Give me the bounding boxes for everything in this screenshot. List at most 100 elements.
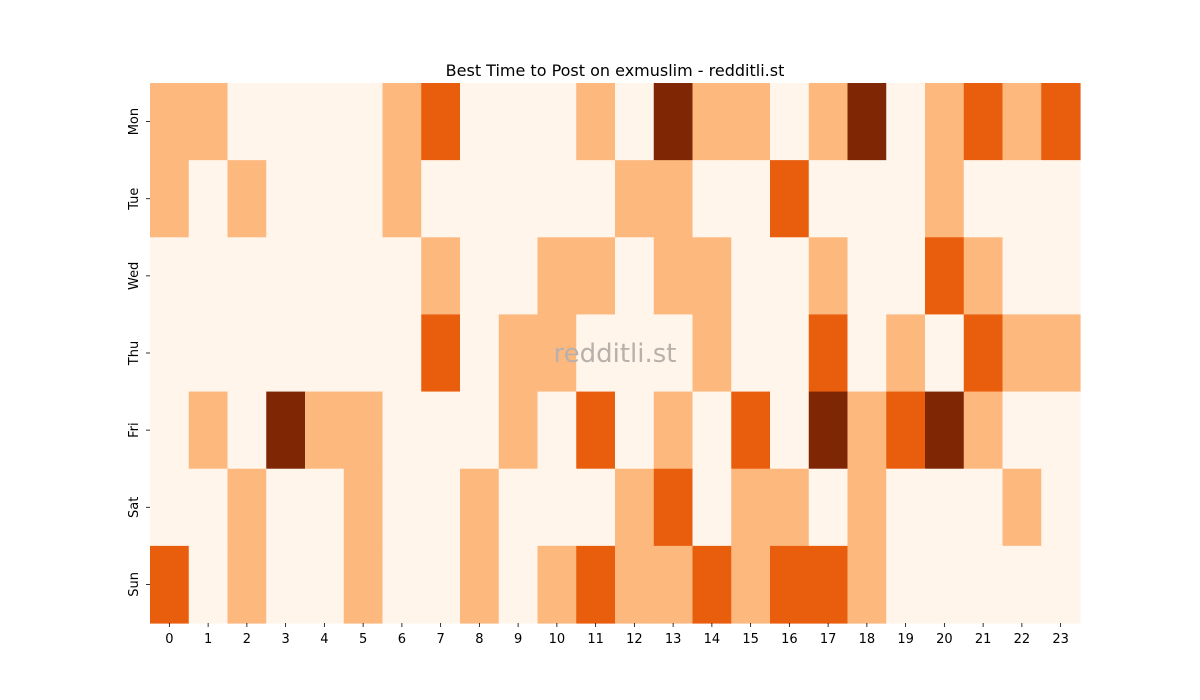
- heatmap-cell-wed-13: [653, 237, 694, 316]
- heatmap-cell-sat-23: [1041, 468, 1081, 547]
- heatmap-cell-thu-11: [576, 314, 616, 393]
- x-tick-label: 13: [665, 632, 682, 647]
- heatmap-cell-fri-7: [421, 391, 461, 470]
- y-axis: Mon Tue Wed Thu Fri Sat Sun: [127, 108, 150, 597]
- x-tick-label: 7: [436, 632, 444, 647]
- heatmap-cell-wed-6: [382, 237, 422, 316]
- heatmap-cell-sat-21: [963, 468, 1004, 547]
- heatmap-cell-wed-19: [886, 237, 926, 316]
- heatmap-cell-tue-19: [886, 160, 926, 238]
- x-tick-label: 15: [742, 632, 759, 647]
- heatmap-cell-tue-23: [1041, 160, 1081, 238]
- heatmap-cell-tue-1: [188, 160, 229, 238]
- x-tick-label: 11: [587, 632, 604, 647]
- heatmap-cell-sat-20: [925, 468, 965, 547]
- heatmap-cell-mon-3: [266, 83, 306, 161]
- heatmap-cell-mon-17: [808, 83, 849, 161]
- y-tick-label: Fri: [127, 422, 142, 438]
- heatmap-cell-wed-12: [615, 237, 655, 316]
- heatmap-cell-thu-10: [537, 314, 577, 393]
- heatmap-cell-fri-4: [305, 391, 345, 470]
- heatmap-cell-fri-9: [498, 391, 539, 470]
- heatmap-cell-sat-4: [305, 468, 345, 547]
- heatmap-cell-mon-2: [227, 83, 267, 161]
- heatmap-cell-mon-20: [925, 83, 965, 161]
- heatmap-cell-fri-14: [692, 391, 732, 470]
- heatmap-cell-fri-16: [770, 391, 810, 470]
- heatmap-cell-wed-17: [808, 237, 849, 316]
- heatmap-cell-mon-4: [305, 83, 345, 161]
- heatmap-cell-sun-4: [305, 545, 345, 624]
- heatmap-cell-fri-3: [266, 391, 306, 470]
- heatmap-cell-thu-9: [498, 314, 539, 393]
- heatmap-cell-sun-5: [343, 545, 384, 624]
- heatmap-cell-fri-1: [188, 391, 229, 470]
- heatmap-cell-sat-18: [847, 468, 887, 547]
- heatmap-cell-sat-10: [537, 468, 577, 547]
- heatmap-cell-tue-9: [498, 160, 539, 238]
- heatmap-cell-sun-3: [266, 545, 306, 624]
- heatmap-cell-sat-14: [692, 468, 732, 547]
- heatmap-cell-mon-11: [576, 83, 616, 161]
- heatmap-cell-sun-23: [1041, 545, 1081, 624]
- heatmap-cell-thu-15: [731, 314, 771, 393]
- heatmap-cell-sat-13: [653, 468, 694, 547]
- heatmap-cell-sun-22: [1002, 545, 1042, 624]
- heatmap-cell-sun-16: [770, 545, 810, 624]
- heatmap-cell-mon-10: [537, 83, 577, 161]
- heatmap-cell-tue-13: [653, 160, 694, 238]
- x-tick-label: 4: [320, 632, 328, 647]
- heatmap-cell-sun-12: [615, 545, 655, 624]
- y-tick-label: Mon: [127, 108, 142, 135]
- heatmap-cell-sun-9: [498, 545, 539, 624]
- heatmap-cell-sun-19: [886, 545, 926, 624]
- heatmap-cell-mon-9: [498, 83, 539, 161]
- heatmap-cell-sat-3: [266, 468, 306, 547]
- heatmap-cell-sun-20: [925, 545, 965, 624]
- heatmap-cell-sat-8: [460, 468, 500, 547]
- heatmap-cell-thu-12: [615, 314, 655, 393]
- heatmap-cell-fri-13: [653, 391, 694, 470]
- heatmap-cell-sun-21: [963, 545, 1004, 624]
- heatmap-cell-sat-15: [731, 468, 771, 547]
- heatmap-cell-sun-14: [692, 545, 732, 624]
- x-tick-label: 16: [781, 632, 798, 647]
- heatmap-cell-thu-3: [266, 314, 306, 393]
- heatmap-cell-fri-18: [847, 391, 887, 470]
- heatmap-cell-tue-10: [537, 160, 577, 238]
- heatmap-cell-mon-14: [692, 83, 732, 161]
- x-tick-label: 1: [204, 632, 212, 647]
- heatmap-cell-mon-7: [421, 83, 461, 161]
- heatmap-cell-tue-3: [266, 160, 306, 238]
- heatmap-cell-thu-21: [963, 314, 1004, 393]
- heatmap-cell-mon-8: [460, 83, 500, 161]
- heatmap-cell-tue-4: [305, 160, 345, 238]
- x-tick-label: 5: [359, 632, 367, 647]
- x-tick-label: 3: [281, 632, 289, 647]
- heatmap-cell-sun-7: [421, 545, 461, 624]
- chart-title: Best Time to Post on exmuslim - redditli…: [446, 61, 785, 80]
- heatmap-cell-fri-6: [382, 391, 422, 470]
- heatmap-cell-sun-11: [576, 545, 616, 624]
- heatmap-cell-fri-21: [963, 391, 1004, 470]
- heatmap-cell-sat-16: [770, 468, 810, 547]
- heatmap-cell-mon-0: [150, 83, 190, 161]
- heatmap-cell-wed-23: [1041, 237, 1081, 316]
- heatmap-cell-sat-9: [498, 468, 539, 547]
- x-tick-label: 10: [549, 632, 566, 647]
- heatmap-cell-fri-15: [731, 391, 771, 470]
- heatmap-cell-sat-7: [421, 468, 461, 547]
- heatmap-cell-wed-2: [227, 237, 267, 316]
- x-tick-label: 0: [165, 632, 173, 647]
- heatmap-cell-wed-0: [150, 237, 190, 316]
- heatmap-cell-thu-7: [421, 314, 461, 393]
- x-tick-label: 20: [936, 632, 953, 647]
- x-tick-label: 22: [1014, 632, 1031, 647]
- heatmap-cell-tue-11: [576, 160, 616, 238]
- heatmap-cell-mon-22: [1002, 83, 1042, 161]
- x-tick-label: 23: [1052, 632, 1069, 647]
- heatmap-cell-fri-17: [808, 391, 849, 470]
- heatmap-cell-wed-14: [692, 237, 732, 316]
- heatmap-cell-sun-1: [188, 545, 229, 624]
